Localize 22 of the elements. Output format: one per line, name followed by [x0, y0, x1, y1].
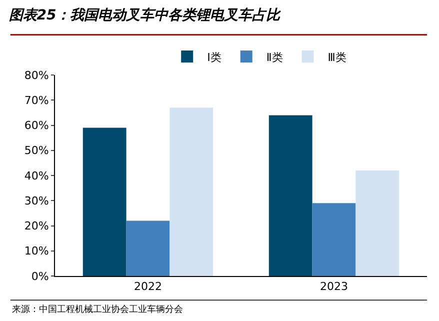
y-tick-label: 0% — [31, 270, 49, 283]
source-note: 来源：中国工程机械工业协会工业车辆分会 — [12, 304, 183, 315]
y-tick-label: 70% — [24, 94, 49, 107]
y-tick-label: 20% — [24, 220, 49, 233]
legend-label: Ⅰ类 — [207, 50, 222, 64]
x-tick-label: 2023 — [320, 280, 348, 294]
bar — [82, 128, 126, 276]
bar — [170, 108, 214, 276]
y-tick-label: 10% — [24, 244, 49, 258]
legend-label: Ⅲ类 — [328, 50, 346, 64]
y-tick-label: 80% — [24, 68, 49, 82]
bar — [356, 170, 400, 276]
bar — [126, 220, 170, 276]
y-tick-label: 40% — [24, 169, 49, 182]
bar — [268, 115, 312, 276]
chart-title: 图表25：我国电动叉车中各类锂电叉车占比 — [8, 6, 282, 24]
x-tick-label: 2022 — [134, 280, 162, 294]
legend-label: Ⅱ类 — [266, 50, 283, 64]
bar — [312, 203, 356, 276]
y-tick-label: 50% — [24, 144, 49, 158]
y-tick-label: 60% — [24, 119, 49, 132]
y-tick-label: 30% — [24, 194, 49, 208]
